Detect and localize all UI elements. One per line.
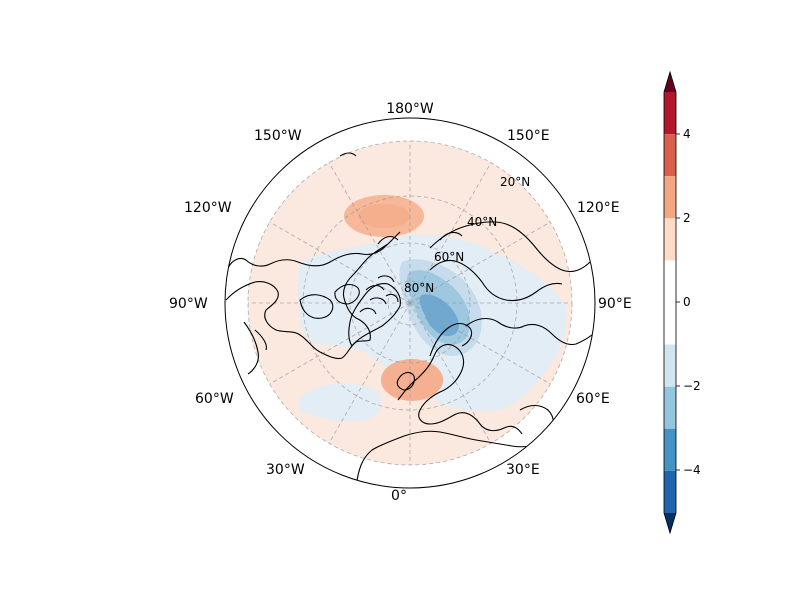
meridian-line [409,162,492,304]
colorbar: 4 2 0 −2 −4 [663,70,701,535]
cb-label-neg2: −2 [683,379,701,393]
coast-east-asia [429,221,591,273]
coast-west-na [243,321,267,375]
coast-scandinavia [429,322,473,357]
lon-label-120w: 120°W [184,200,232,216]
coast-arctic-islands [359,275,399,315]
coast-hudson-bay [299,294,334,319]
longitude-labels: 180°W 150°E 120°E 90°E 60°E 30°E 0° 30°W… [169,101,632,504]
lat-label-60n: 60°N [434,250,464,264]
colorbar-segment [664,260,676,345]
colorbar-segment [664,470,676,513]
coast-greenland [348,283,401,347]
meridian-line [328,302,411,444]
graticule [247,140,573,466]
colorbar-segment [664,428,676,471]
coast-europe [397,343,523,435]
colorbar-segment [664,344,676,387]
meridian-line [409,302,551,385]
lon-label-90e: 90°E [598,296,632,312]
meridian-line [328,162,411,304]
cb-label-4: 4 [683,127,691,141]
meridians [248,141,572,465]
field-positive-europe [381,359,443,401]
coast-north-america [225,231,401,360]
meridian-line [269,302,411,385]
coast-siberia [429,259,563,302]
lon-label-0: 0° [391,488,407,504]
colorbar-extend-top [664,72,676,92]
colorbar-outline [663,70,677,535]
field-negative-atlantic [300,383,382,422]
colorbar-extend-bottom [664,513,676,533]
coast-baffin [334,283,360,305]
colorbar-segment [664,176,676,219]
lat-label-80n: 80°N [404,281,434,295]
coast-uk [396,371,415,391]
cb-label-0: 0 [683,295,691,309]
meridian-line [269,221,411,304]
polar-map [225,118,595,488]
lon-label-120e: 120°E [577,200,620,216]
coast-kamchatka [439,231,463,241]
map-boundary [224,117,596,489]
lon-label-30w: 30°W [266,462,305,478]
lon-label-60w: 60°W [195,391,234,407]
field-positive-pacific-core [358,204,410,228]
colorbar-segment [664,92,676,135]
latitude-labels: 20°N 40°N 60°N 80°N [404,175,530,295]
cb-label-neg4: −4 [683,463,701,477]
coast-alaska [339,152,399,245]
colorbar-ticks: 4 2 0 −2 −4 [676,127,701,477]
lon-label-150w: 150°W [254,128,302,144]
colorbar-segment [664,134,676,177]
lon-label-30e: 30°E [506,462,540,478]
colorbar-segment [664,218,676,261]
lon-label-180: 180°W [386,101,434,117]
lat-label-20n: 20°N [500,175,530,189]
colorbar-segment [664,386,676,429]
coast-asia [465,317,595,346]
meridian-line [409,221,551,304]
meridian-line [409,302,492,444]
cb-label-2: 2 [683,211,691,225]
lon-label-60e: 60°E [576,391,610,407]
lon-label-90w: 90°W [169,296,208,312]
lat-label-40n: 40°N [467,215,497,229]
colorbar-segments [664,92,676,513]
lon-label-150e: 150°E [507,128,550,144]
